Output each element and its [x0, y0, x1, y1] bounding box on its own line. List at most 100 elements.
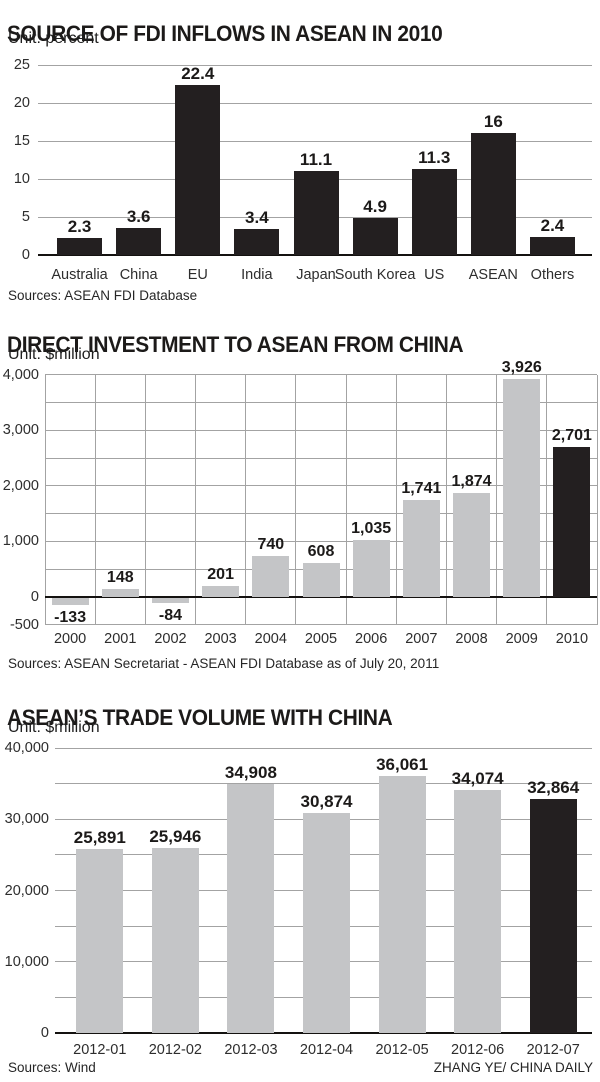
gridline-horizontal — [55, 747, 592, 749]
y-tick-label: 2,000 — [2, 477, 39, 494]
gridline-horizontal — [38, 140, 592, 142]
bar-value-label: 16 — [483, 112, 503, 132]
source-label-fdi-sources: Sources: ASEAN FDI Database — [8, 288, 198, 303]
gridline-vertical — [44, 374, 46, 625]
bar-2007 — [402, 500, 440, 597]
bar-value-label: 32,864 — [527, 777, 580, 797]
x-category-label: 2008 — [455, 631, 488, 647]
bar-2001 — [101, 588, 139, 597]
x-axis-zero-line — [55, 1032, 592, 1034]
gridline-vertical — [546, 374, 548, 625]
x-category-label: 2012-06 — [451, 1042, 505, 1058]
x-category-label: 2005 — [304, 631, 338, 647]
gridline-horizontal — [45, 513, 597, 515]
byline-credit: ZHANG YE/ CHINA DAILY — [433, 1060, 593, 1075]
bar-value-label: 2,701 — [551, 426, 592, 444]
bar-2012-05 — [378, 776, 426, 1033]
y-tick-label: 0 — [21, 247, 30, 263]
x-category-label: 2009 — [505, 631, 538, 647]
y-tick-label: 10 — [13, 171, 30, 187]
source-label-direct-investment: Sources: ASEAN Secretariat - ASEAN FDI D… — [8, 656, 440, 671]
bar-eu — [175, 84, 221, 255]
bar-others — [529, 236, 575, 255]
bar-japan — [293, 170, 339, 255]
bar-2012-02 — [151, 848, 199, 1033]
chart-title-direct-investment: DIRECT INVESTMENT TO ASEAN FROM CHINA — [7, 332, 464, 358]
gridline-horizontal — [45, 457, 597, 459]
bar-2004 — [252, 555, 290, 597]
gridline-horizontal — [45, 485, 597, 487]
bar-asean — [470, 133, 516, 255]
unit-label-direct-investment: Unit: $million — [8, 346, 100, 363]
bar-value-label: -133 — [54, 609, 87, 627]
x-category-label: US — [424, 267, 445, 283]
x-category-label: 2006 — [355, 631, 388, 647]
x-category-label: Others — [530, 267, 575, 283]
gridline-horizontal — [45, 402, 597, 404]
bar-value-label: 2.3 — [67, 216, 92, 236]
bar-2012-01 — [76, 848, 124, 1033]
x-category-label: 2010 — [555, 631, 589, 647]
gridline-horizontal — [45, 429, 597, 431]
bar-china — [116, 227, 162, 255]
bar-value-label: 740 — [257, 535, 285, 553]
bar-value-label: 3.6 — [126, 206, 151, 226]
gridline-vertical — [496, 374, 498, 625]
bar-2005 — [302, 563, 340, 597]
bar-value-label: 201 — [207, 565, 234, 583]
x-category-label: 2012-07 — [526, 1042, 580, 1058]
bar-2012-03 — [227, 784, 275, 1033]
bar-2006 — [352, 539, 390, 597]
gridline-horizontal — [45, 374, 597, 376]
y-tick-label: 4,000 — [2, 366, 39, 383]
gridline-vertical — [345, 374, 347, 625]
unit-label-fdi-sources: Unit: percent — [8, 30, 99, 47]
bar-value-label: 34,908 — [224, 763, 277, 783]
bar-value-label: 148 — [106, 568, 134, 586]
bar-india — [234, 229, 280, 255]
bar-2012-06 — [454, 790, 502, 1033]
x-category-label: 2004 — [254, 631, 287, 647]
bar-south-korea — [352, 217, 398, 255]
gridline-horizontal — [45, 624, 597, 626]
gridline-vertical — [144, 374, 146, 625]
bar-value-label: 1,874 — [451, 472, 492, 490]
gridline-vertical — [94, 374, 96, 625]
y-tick-label: 20 — [13, 95, 30, 111]
x-category-label: EU — [187, 267, 208, 283]
bar-value-label: 25,946 — [149, 827, 202, 847]
bar-2010 — [553, 446, 591, 597]
gridline-horizontal — [55, 783, 592, 785]
chart-title-fdi-sources: SOURCE OF FDI INFLOWS IN ASEAN IN 2010 — [7, 21, 443, 47]
x-category-label: 2012-05 — [375, 1042, 429, 1058]
bar-value-label: 1,741 — [401, 480, 442, 498]
y-tick-label: 1,000 — [2, 533, 39, 550]
gridline-vertical — [395, 374, 397, 625]
bar-value-label: 1,035 — [351, 519, 392, 537]
bar-2009 — [503, 378, 541, 597]
y-tick-label: 25 — [13, 57, 30, 73]
bar-australia — [57, 237, 103, 255]
bar-value-label: 11.3 — [418, 148, 451, 168]
gridline-vertical — [245, 374, 247, 625]
gridline-horizontal — [45, 540, 597, 542]
y-tick-label: 3,000 — [2, 422, 39, 439]
bar-chart-trade-volume: 0 10,000 20,000 30,000 40,000 25,891 2012-01 25… — [0, 740, 600, 1062]
unit-label-trade-volume: Unit: $million — [8, 719, 100, 736]
bar-value-label: 2.4 — [540, 215, 565, 235]
bar-value-label: 34,074 — [451, 769, 504, 789]
gridline-vertical — [445, 374, 447, 625]
gridline-vertical — [195, 374, 197, 625]
x-category-label: 2012-01 — [73, 1042, 127, 1058]
x-category-label: 2003 — [204, 631, 237, 647]
bar-value-label: -84 — [158, 606, 183, 624]
bar-2002 — [151, 598, 189, 603]
bar-value-label: 25,891 — [73, 827, 126, 847]
x-category-label: Australia — [51, 267, 108, 283]
source-label-trade-volume: Sources: Wind — [8, 1060, 96, 1075]
y-tick-label: 0 — [40, 1025, 49, 1041]
bar-value-label: 11.1 — [299, 149, 333, 169]
bar-value-label: 4.9 — [363, 196, 387, 216]
chart-title-trade-volume: ASEAN’S TRADE VOLUME WITH CHINA — [7, 705, 393, 731]
